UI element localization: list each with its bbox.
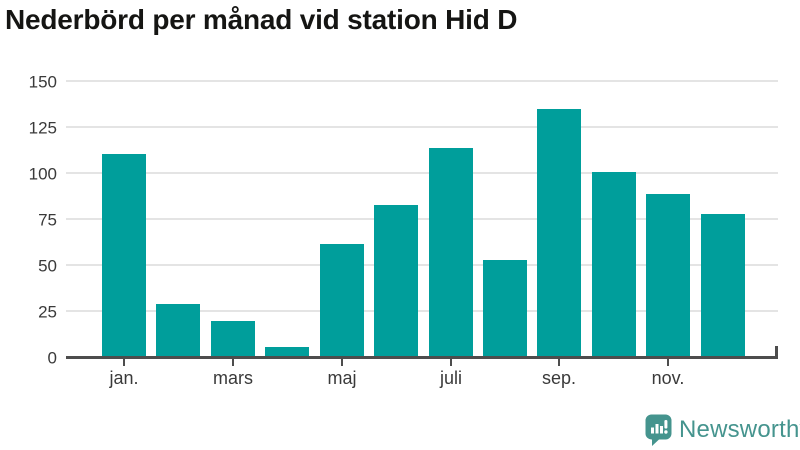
gridline-75: [66, 218, 778, 220]
gridline-50: [66, 264, 778, 266]
x-axis-tick-label-jan: jan.: [109, 368, 139, 388]
x-axis-tick-label-nov: nov.: [651, 368, 685, 388]
bar-mars: [211, 321, 255, 356]
x-axis-tick-label-sep: sep.: [541, 368, 577, 388]
gridline-125: [66, 126, 778, 128]
x-axis-tick-maj: [341, 359, 343, 366]
gridline-25: [66, 310, 778, 312]
bar-sep: [537, 109, 581, 356]
newsworthy-logo: Newsworthy: [645, 414, 800, 446]
newsworthy-logo-icon: [645, 414, 672, 446]
bar-nov: [646, 194, 690, 356]
y-axis-tick-label-100: 100: [28, 164, 57, 183]
brand-name: Newsworthy: [679, 416, 800, 443]
bar-feb: [156, 304, 200, 356]
x-axis-line: [66, 356, 778, 359]
y-axis-tick-label-25: 25: [38, 302, 57, 321]
bar-dec: [701, 214, 745, 356]
bar-jan: [102, 154, 146, 356]
x-axis-tick-label-mars: mars: [213, 368, 253, 388]
y-axis-tick-label-125: 125: [28, 118, 57, 137]
y-axis-tick-label-50: 50: [38, 256, 57, 275]
x-axis-tick-jan: [123, 359, 125, 366]
bar-apr: [265, 347, 309, 356]
bar-juli: [429, 148, 473, 356]
gridline-150: [66, 80, 778, 82]
y-axis-tick-label-75: 75: [38, 210, 57, 229]
bar-juni: [374, 205, 418, 356]
x-axis-tick-label-juli: juli: [439, 368, 463, 388]
x-axis-tick-nov: [667, 359, 669, 366]
bar-aug: [483, 260, 527, 356]
gridline-100: [66, 172, 778, 174]
x-axis-end-cap: [775, 346, 778, 359]
x-axis-tick-sep: [558, 359, 560, 366]
x-axis-tick-juli: [450, 359, 452, 366]
chart-title: Nederbörd per månad vid station Hid D: [5, 4, 518, 35]
x-axis-tick-mars: [232, 359, 234, 366]
bar-okt: [592, 172, 636, 356]
x-axis-tick-label-maj: maj: [327, 368, 357, 388]
y-axis-tick-label-0: 0: [47, 348, 57, 367]
bar-maj: [320, 244, 364, 356]
y-axis-tick-label-150: 150: [28, 72, 57, 91]
